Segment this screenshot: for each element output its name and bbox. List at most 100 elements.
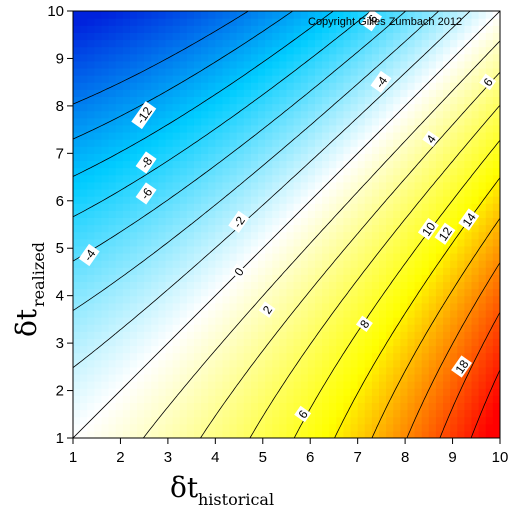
heat-cell xyxy=(464,153,473,162)
heat-cell xyxy=(193,181,202,190)
heat-cell xyxy=(428,75,437,83)
heat-cell xyxy=(108,160,117,169)
heat-cell xyxy=(144,39,152,48)
heat-cell xyxy=(329,96,337,105)
heat-cell xyxy=(336,203,345,211)
heat-cell xyxy=(478,139,487,147)
heat-cell xyxy=(293,402,302,411)
heat-cell xyxy=(222,224,231,233)
heat-cell xyxy=(94,359,103,368)
heat-cell xyxy=(265,295,273,304)
heat-cell xyxy=(186,167,195,176)
heat-cell xyxy=(336,18,345,26)
heat-cell xyxy=(450,395,458,404)
heat-cell xyxy=(144,224,152,233)
heat-cell xyxy=(293,96,302,105)
heat-cell xyxy=(179,53,188,62)
heat-cell xyxy=(272,82,280,90)
heat-cell xyxy=(186,373,195,382)
heat-cell xyxy=(435,238,444,247)
heat-cell xyxy=(386,317,394,325)
heat-cell xyxy=(144,238,152,247)
heat-cell xyxy=(307,25,316,33)
heat-cell xyxy=(201,110,209,119)
heat-cell xyxy=(101,53,110,62)
heat-cell xyxy=(428,260,437,268)
heat-cell xyxy=(87,46,95,55)
heat-cell xyxy=(108,245,117,254)
heat-cell xyxy=(457,238,466,247)
heat-cell xyxy=(215,153,224,162)
heat-cell xyxy=(208,188,216,197)
heat-cell xyxy=(158,32,167,41)
heat-cell xyxy=(492,231,500,240)
heat-cell xyxy=(357,203,366,211)
heat-cell xyxy=(307,295,316,304)
heat-cell xyxy=(364,75,373,83)
heat-cell xyxy=(272,238,280,247)
heat-cell xyxy=(428,423,437,432)
heat-cell xyxy=(243,124,252,133)
heat-cell xyxy=(343,11,352,19)
heat-cell xyxy=(336,245,345,254)
heat-cell xyxy=(464,181,473,190)
heat-cell xyxy=(435,139,444,147)
heat-cell xyxy=(314,302,323,311)
heat-cell xyxy=(193,53,202,62)
heat-cell xyxy=(158,281,167,290)
heat-cell xyxy=(386,167,394,176)
heat-cell xyxy=(407,117,416,126)
heat-cell xyxy=(407,388,416,396)
heat-cell xyxy=(371,217,380,226)
heat-cell xyxy=(165,67,174,76)
heat-cell xyxy=(457,260,466,268)
heat-cell xyxy=(471,238,480,247)
heat-cell xyxy=(393,46,401,55)
heat-cell xyxy=(137,295,145,304)
heat-cell xyxy=(443,11,451,19)
heat-cell xyxy=(122,231,131,240)
heat-cell xyxy=(87,167,95,176)
heat-cell xyxy=(400,32,409,41)
heat-cell xyxy=(236,395,245,404)
heat-cell xyxy=(201,231,209,240)
heat-cell xyxy=(193,139,202,147)
heat-cell xyxy=(272,32,280,41)
heat-cell xyxy=(279,181,288,190)
heat-cell xyxy=(172,345,181,354)
heat-cell xyxy=(272,224,280,233)
heat-cell xyxy=(158,174,167,183)
heat-cell xyxy=(322,381,330,389)
heat-cell xyxy=(151,416,159,425)
heat-cell xyxy=(222,295,231,304)
heat-cell xyxy=(443,110,451,119)
heat-cell xyxy=(492,309,500,318)
heat-cell xyxy=(165,89,174,97)
heat-cell xyxy=(222,103,231,112)
heat-cell xyxy=(229,18,238,26)
heat-cell xyxy=(478,317,487,325)
heat-cell xyxy=(450,46,458,55)
heat-cell xyxy=(94,338,103,347)
heat-cell xyxy=(329,245,337,254)
heat-cell xyxy=(471,117,480,126)
heat-cell xyxy=(393,82,401,90)
heat-cell xyxy=(435,252,444,261)
heat-cell xyxy=(201,402,209,411)
heat-cell xyxy=(435,82,444,90)
heat-cell xyxy=(485,260,494,268)
heat-cell xyxy=(137,181,145,190)
heat-cell xyxy=(386,267,394,275)
heat-cell xyxy=(314,67,323,76)
heat-cell xyxy=(87,146,95,154)
heat-cell xyxy=(222,217,231,226)
heat-cell xyxy=(158,11,167,19)
heat-cell xyxy=(137,274,145,283)
heat-cell xyxy=(122,274,131,283)
heat-cell xyxy=(137,75,145,83)
heat-cell xyxy=(243,210,252,218)
heat-cell xyxy=(229,288,238,297)
heat-cell xyxy=(464,295,473,304)
heat-cell xyxy=(279,174,288,183)
heat-cell xyxy=(300,39,309,48)
